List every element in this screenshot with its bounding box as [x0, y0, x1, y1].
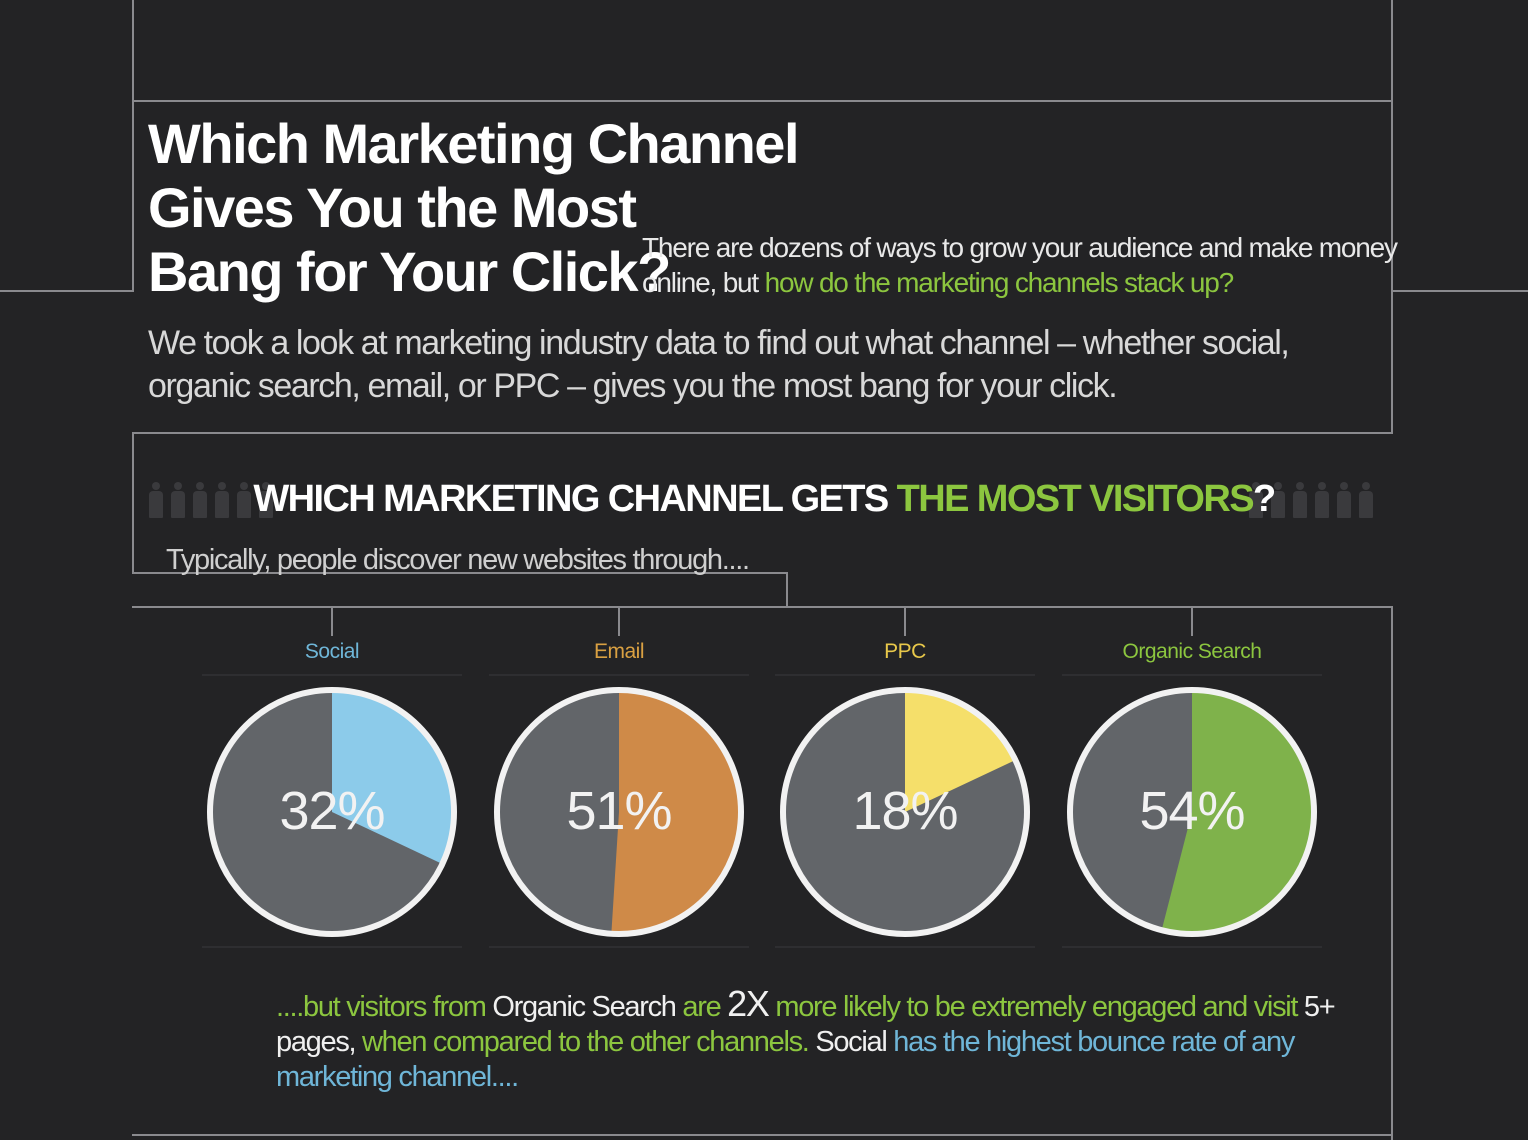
- person-icon: [148, 482, 164, 518]
- pie-chart: [1067, 687, 1317, 937]
- section-title: WHICH MARKETING CHANNEL GETS THE MOST VI…: [0, 478, 1528, 521]
- person-icon: [1358, 482, 1374, 518]
- person-icon: [1292, 482, 1308, 518]
- intro-side-highlight: how do the marketing channels stack up?: [764, 267, 1235, 298]
- pie-outline: [494, 687, 744, 937]
- frame-line: [786, 572, 788, 608]
- pie-label-email: Email: [593, 640, 645, 663]
- frame-line: [132, 432, 1393, 434]
- tick-line: [1191, 608, 1193, 636]
- title-line: Which Marketing Channel: [148, 112, 800, 175]
- pie-value-label: 32%: [279, 781, 385, 841]
- title-line: Gives You the Most: [148, 176, 637, 239]
- footer-part: more likely to be extremely engaged and …: [768, 991, 1304, 1023]
- frame-line: [132, 0, 134, 292]
- person-icon: [1248, 482, 1264, 518]
- pie-slice: [905, 690, 1016, 812]
- footer-part: ....but visitors from: [276, 991, 493, 1023]
- footer-part: are: [675, 991, 728, 1023]
- tick-line: [904, 608, 906, 636]
- pie-value-label: 51%: [566, 781, 672, 841]
- person-icon: [1270, 482, 1286, 518]
- base-rule: [775, 946, 1035, 948]
- section-subtitle: Typically, people discover new websites …: [166, 544, 750, 576]
- pie-value-label: 54%: [1139, 781, 1245, 841]
- pie-outline: [1067, 687, 1317, 937]
- intro-main-text: We took a look at marketing industry dat…: [148, 324, 1290, 405]
- pie-slice: [1161, 690, 1314, 934]
- intro-side-text: There are dozens of ways to grow your au…: [642, 230, 1402, 300]
- frame-line: [132, 100, 1393, 102]
- frame-line: [132, 606, 1393, 608]
- pie-label-social: Social: [304, 640, 360, 663]
- footer-part: when compared to the other channels.: [355, 1026, 816, 1058]
- section-title-highlight: THE MOST VISITORS: [896, 478, 1255, 520]
- frame-line: [0, 290, 134, 292]
- section-title-plain: WHICH MARKETING CHANNEL GETS: [253, 478, 897, 520]
- person-icon: [170, 482, 186, 518]
- label-rule: [489, 674, 749, 676]
- footer-part: Organic Search: [492, 991, 677, 1023]
- footer-text: ....but visitors from Organic Search are…: [276, 986, 1356, 1095]
- pie-chart: [780, 687, 1030, 937]
- frame-line: [132, 572, 788, 574]
- frame-line: [132, 1134, 1393, 1136]
- base-rule: [489, 946, 749, 948]
- pie-outline: [207, 687, 457, 937]
- footer-part: 2X: [727, 983, 770, 1024]
- person-icon: [1336, 482, 1352, 518]
- pie-label-organic-search: Organic Search: [1122, 640, 1262, 663]
- footer-part: 5+ pages,: [276, 991, 1336, 1058]
- base-rule: [202, 946, 462, 948]
- pie-label-ppc: PPC: [884, 640, 926, 663]
- footer-part: Social: [815, 1026, 887, 1058]
- frame-line: [1391, 290, 1528, 292]
- label-rule: [775, 674, 1035, 676]
- person-icon: [192, 482, 208, 518]
- pie-outline: [780, 687, 1030, 937]
- page-title: Which Marketing Channel Gives You the Mo…: [148, 112, 800, 304]
- section-title-end: ?: [1252, 478, 1276, 520]
- pie-chart: [494, 687, 744, 937]
- person-icon: [236, 482, 252, 518]
- label-rule: [1062, 674, 1322, 676]
- person-icon: [1314, 482, 1330, 518]
- intro-side-plain: There are dozens of ways to grow your au…: [642, 232, 1398, 298]
- pie-chart: [207, 687, 457, 937]
- label-rule: [202, 674, 462, 676]
- tick-line: [618, 608, 620, 636]
- person-icon: [214, 482, 230, 518]
- people-decoration-left: [148, 482, 274, 518]
- pie-slice: [611, 690, 742, 934]
- frame-line: [132, 432, 134, 574]
- title-line: Bang for Your Click?: [148, 240, 671, 303]
- frame-line: [1391, 0, 1393, 434]
- person-icon: [258, 482, 274, 518]
- footer-part: has the highest bounce rate of any marke…: [276, 1026, 1295, 1093]
- pie-value-label: 18%: [852, 781, 958, 841]
- people-decoration-right: [1248, 482, 1374, 518]
- tick-line: [331, 608, 333, 636]
- frame-line: [1391, 606, 1393, 1140]
- base-rule: [1062, 946, 1322, 948]
